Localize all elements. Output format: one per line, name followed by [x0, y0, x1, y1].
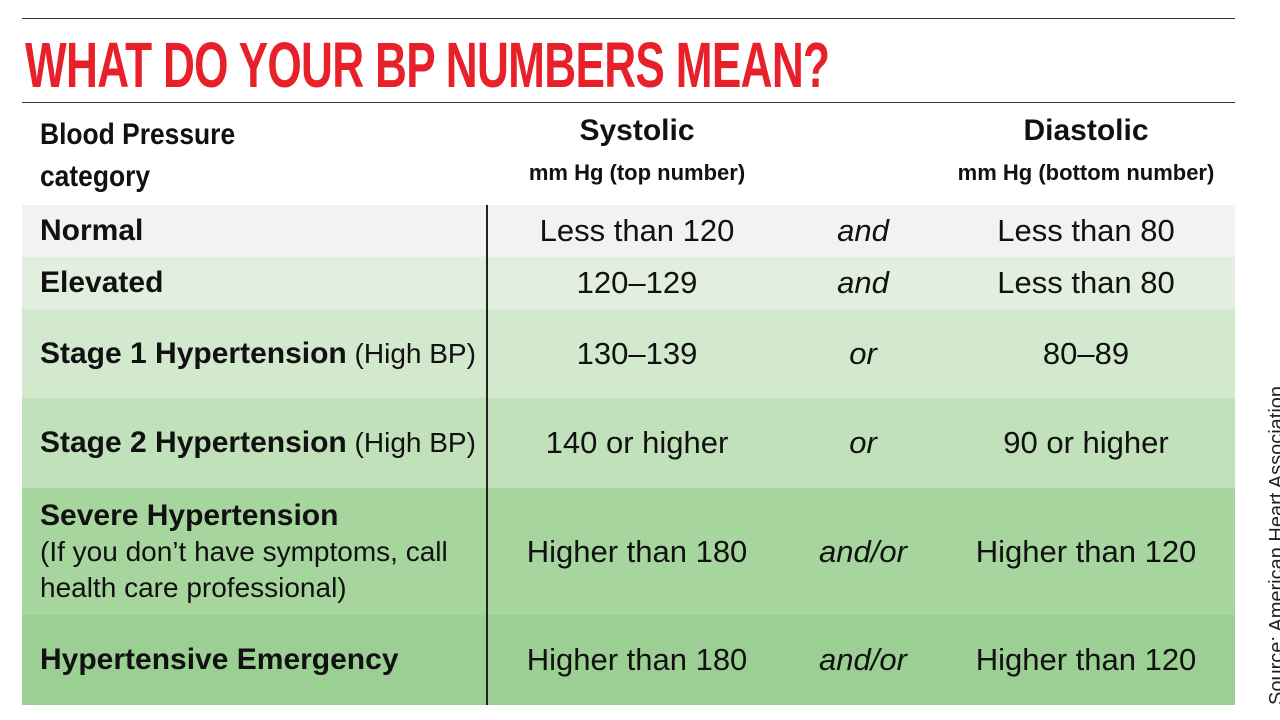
table-row: Stage 2 Hypertension (High BP) 140 or hig… — [22, 398, 1235, 488]
systolic-cell: Higher than 180 — [526, 533, 748, 569]
category-note: (High BP) — [354, 337, 476, 369]
connector-cell: and/or — [819, 533, 907, 569]
category-name: Stage 2 Hypertension — [40, 426, 347, 459]
category-note: (High BP) — [354, 427, 476, 458]
category-cell: Normal — [22, 213, 480, 249]
diastolic-cell: Higher than 120 — [975, 533, 1197, 569]
source: Source: American Heart Association — [1266, 385, 1280, 705]
diastolic-cell: 80–89 — [1042, 335, 1130, 371]
category-cell: Severe Hypertension (If you don’t have s… — [22, 498, 480, 606]
category-name: Hypertensive Emergency — [40, 643, 399, 676]
table-row: Normal Less than 120 and Less than 80 — [22, 205, 1235, 257]
category-cell: Elevated — [22, 265, 480, 301]
connector-cell: or — [849, 335, 877, 371]
col-systolic: Systolic — [579, 114, 695, 147]
table-row: Elevated 120–129 and Less than 80 — [22, 257, 1235, 309]
systolic-cell: 140 or higher — [545, 425, 729, 460]
table-row: Stage 1 Hypertension (High BP) 130–139 or 8… — [22, 309, 1235, 398]
col-systolic-unit: mm Hg (top number) — [528, 160, 746, 185]
category-name: Stage 1 Hypertension — [40, 336, 347, 370]
systolic-cell: Less than 120 — [539, 213, 735, 248]
col-diastolic: Diastolic — [1023, 114, 1149, 147]
systolic-cell: 120–129 — [576, 265, 698, 300]
col-diastolic-unit: mm Hg (bottom number) — [957, 160, 1215, 185]
col-category: Blood Pressure category — [40, 118, 236, 193]
divider — [486, 205, 488, 705]
category-name: Elevated — [40, 266, 164, 299]
diastolic-cell: Higher than 120 — [975, 642, 1197, 677]
systolic-cell: 130–139 — [576, 335, 698, 371]
connector-cell: and/or — [819, 642, 907, 677]
connector-cell: and — [837, 265, 889, 300]
category-cell: Stage 2 Hypertension (High BP) — [22, 425, 480, 461]
table-row: Severe Hypertension (If you don’t have s… — [22, 488, 1235, 615]
top-rule — [22, 18, 1235, 19]
table-row: Hypertensive Emergency Higher than 180 and… — [22, 615, 1235, 705]
header-rule — [22, 102, 1235, 103]
category-name: Severe Hypertension — [40, 498, 339, 532]
category-name: Normal — [40, 214, 144, 247]
systolic-cell: Higher than 180 — [526, 642, 748, 677]
diastolic-cell: 90 or higher — [1003, 425, 1169, 460]
category-cell: Hypertensive Emergency — [22, 642, 480, 678]
category-note: (If you don’t have symptoms, call health… — [40, 535, 448, 603]
connector-cell: or — [849, 425, 877, 460]
connector-cell: and — [837, 213, 889, 248]
category-cell: Stage 1 Hypertension (High BP) — [22, 336, 480, 372]
diastolic-cell: Less than 80 — [997, 265, 1175, 300]
diastolic-cell: Less than 80 — [997, 213, 1175, 248]
title: WHAT DO YOUR BP NUMBERS MEAN? — [25, 29, 830, 101]
